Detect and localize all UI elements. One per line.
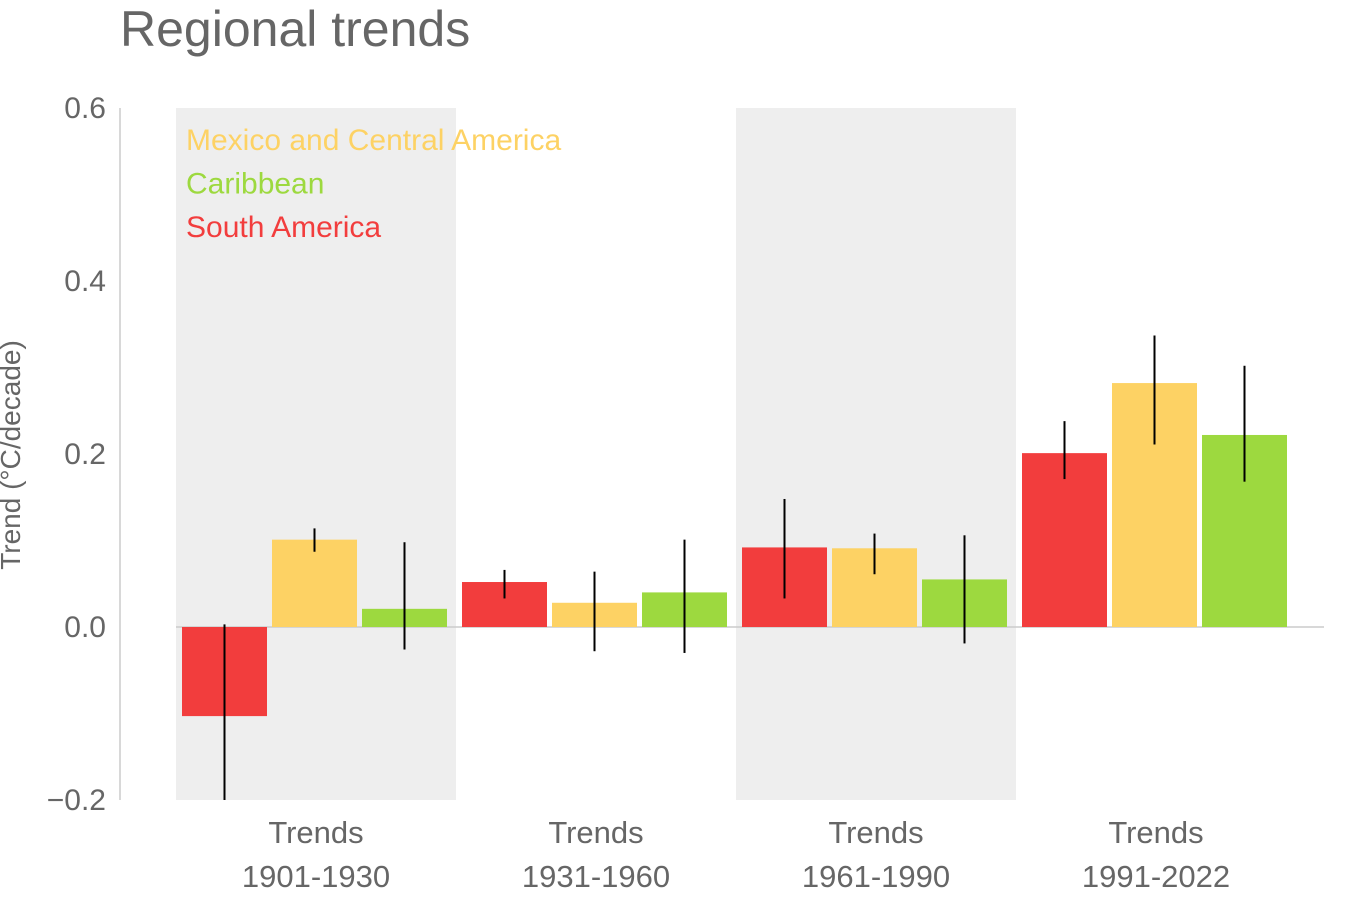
legend: Mexico and Central America Caribbean South… [186, 124, 561, 244]
period-band [736, 108, 1016, 800]
y-tick-label: 0.6 [64, 92, 106, 125]
error-bars [223, 335, 1246, 800]
bar [1022, 453, 1107, 627]
y-tick-label: −0.2 [47, 784, 106, 817]
y-tick-label: 0.0 [64, 611, 106, 644]
x-category-label: Trends [268, 815, 363, 850]
x-category-label: Trends [548, 815, 643, 850]
x-category-label: 1931-1960 [522, 859, 670, 894]
y-axis-label: Trend (°C/decade) [0, 340, 26, 570]
x-category-label: Trends [828, 815, 923, 850]
legend-entry: Mexico and Central America [186, 124, 561, 157]
x-category-label: 1901-1930 [242, 859, 390, 894]
bar [272, 539, 357, 627]
y-tick-label: 0.4 [64, 265, 106, 298]
legend-entry: South America [186, 211, 381, 244]
chart-title: Regional trends [120, 1, 470, 57]
y-tick-label: 0.2 [64, 438, 106, 471]
x-category-label: Trends [1108, 815, 1203, 850]
x-category-label: 1991-2022 [1082, 859, 1230, 894]
x-category-label: 1961-1990 [802, 859, 950, 894]
legend-entry: Caribbean [186, 168, 324, 201]
